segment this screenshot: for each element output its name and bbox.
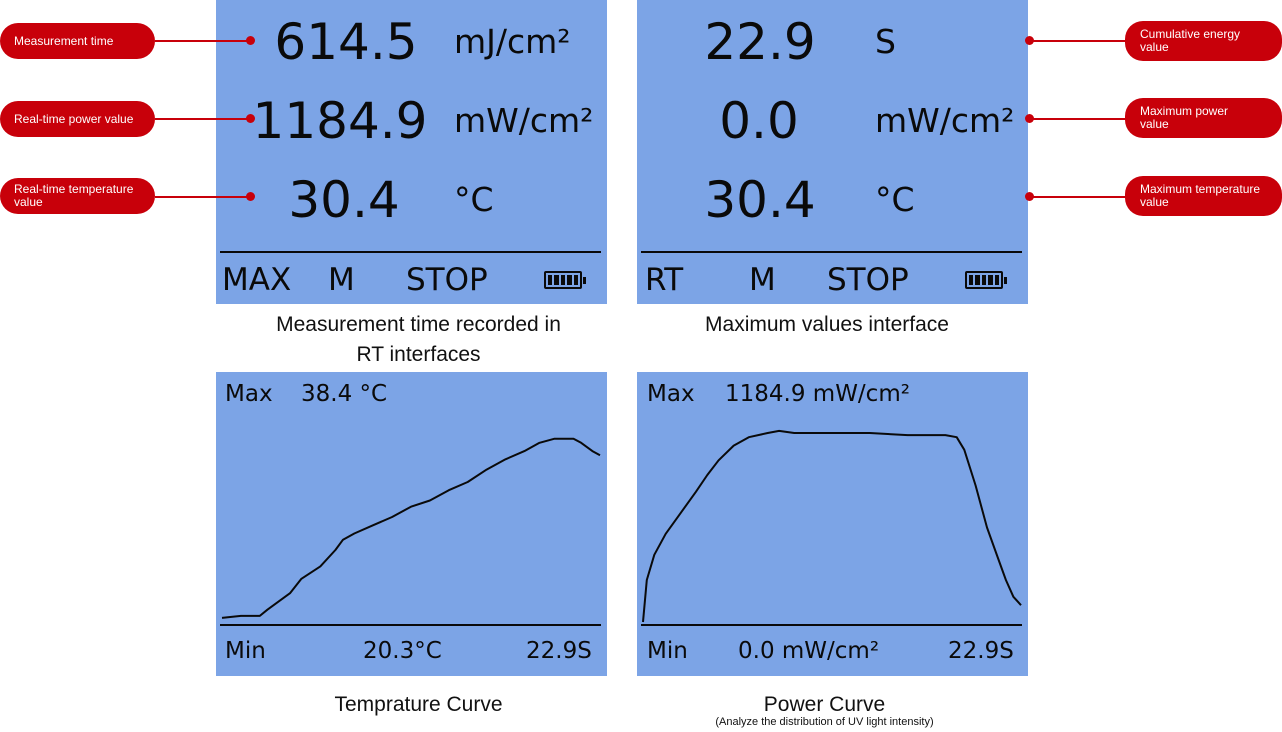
- callout-connector: [155, 196, 249, 198]
- power-curve-line: [642, 429, 1022, 623]
- callout-realtime-temp-line1: Real-time temperature: [14, 182, 134, 196]
- power-time: 22.9S: [948, 638, 1014, 664]
- callout-dot: [1025, 36, 1034, 45]
- temperature-curve: [221, 437, 601, 619]
- realtime-power-value: 1184.9: [252, 92, 428, 150]
- battery-full-icon: [544, 271, 586, 289]
- callout-max-power-line1: Maximum power: [1140, 104, 1229, 118]
- power-max-value: 1184.9 mW/cm²: [725, 381, 910, 407]
- temp-max-label: Max: [225, 381, 273, 407]
- callout-max-power: Maximum power value: [1125, 98, 1282, 138]
- divider: [641, 251, 1022, 253]
- temp-min-label: Min: [225, 638, 266, 664]
- callout-connector: [155, 40, 249, 42]
- max-caption: Maximum values interface: [705, 313, 949, 336]
- rt-screen: 614.5 mJ/cm² 1184.9 mW/cm² 30.4 °C MAX M…: [216, 0, 607, 304]
- status-m: M: [328, 262, 355, 298]
- battery-full-icon: [965, 271, 1007, 289]
- callout-dot: [1025, 192, 1034, 201]
- max-temp-unit: °C: [875, 180, 915, 219]
- power-caption: Power Curve: [763, 693, 886, 716]
- callout-realtime-power: Real-time power value: [0, 101, 155, 137]
- callout-max-temp-line2: value: [1140, 195, 1169, 209]
- callout-dot: [1025, 114, 1034, 123]
- power-max-label: Max: [647, 381, 695, 407]
- temp-caption: Temprature Curve: [334, 693, 503, 716]
- status-m: M: [749, 262, 776, 298]
- max-power-value: 0.0: [719, 92, 799, 150]
- callout-dot: [246, 114, 255, 123]
- rt-caption: Measurement time recorded in RT interfac…: [216, 310, 621, 370]
- realtime-temp-unit: °C: [454, 180, 494, 219]
- callout-cumulative-line2: value: [1140, 40, 1169, 54]
- callout-measurement-time-label: Measurement time: [14, 33, 114, 48]
- realtime-power-unit: mW/cm²: [454, 101, 594, 140]
- callout-connector: [1030, 118, 1125, 120]
- cumulative-energy-unit: S: [875, 22, 896, 61]
- status-stop: STOP: [406, 262, 488, 298]
- divider: [220, 624, 601, 626]
- measurement-time-value: 614.5: [274, 13, 418, 71]
- callout-connector: [1030, 196, 1125, 198]
- divider: [641, 624, 1022, 626]
- temp-min-value: 20.3°C: [363, 638, 442, 664]
- max-screen: 22.9 S 0.0 mW/cm² 30.4 °C RT M STOP: [637, 0, 1028, 304]
- realtime-temp-value: 30.4: [288, 171, 400, 229]
- status-stop: STOP: [827, 262, 909, 298]
- callout-dot: [246, 36, 255, 45]
- callout-max-temp-line1: Maximum temperature: [1140, 182, 1261, 196]
- power-min-value: 0.0 mW/cm²: [738, 638, 880, 664]
- power-curve: [642, 429, 1022, 623]
- callout-realtime-power-label: Real-time power value: [14, 111, 134, 126]
- status-max: MAX: [222, 262, 292, 298]
- power-min-label: Min: [647, 638, 688, 664]
- temperature-curve-line: [221, 437, 601, 619]
- callout-max-power-line2: value: [1140, 117, 1169, 131]
- callout-measurement-time: Measurement time: [0, 23, 155, 59]
- callout-connector: [1030, 40, 1125, 42]
- measurement-time-unit: mJ/cm²: [454, 22, 571, 61]
- temp-time: 22.9S: [526, 638, 592, 664]
- cumulative-energy-value: 22.9: [704, 13, 816, 71]
- rt-caption-line1: Measurement time recorded in: [276, 313, 561, 336]
- temp-max-value: 38.4 °C: [301, 381, 388, 407]
- status-rt: RT: [645, 262, 684, 298]
- max-temp-value: 30.4: [704, 171, 816, 229]
- rt-caption-line2: RT interfaces: [356, 343, 481, 366]
- callout-dot: [246, 192, 255, 201]
- callout-connector: [155, 118, 249, 120]
- callout-cumulative-line1: Cumulative energy: [1140, 27, 1241, 41]
- callout-cumulative-energy: Cumulative energy value: [1125, 21, 1282, 61]
- callout-max-temp: Maximum temperature value: [1125, 176, 1282, 216]
- divider: [220, 251, 601, 253]
- callout-realtime-temp-line2: value: [14, 195, 43, 209]
- power-curve-screen: Max 1184.9 mW/cm² Min 0.0 mW/cm² 22.9S: [637, 372, 1028, 676]
- max-power-unit: mW/cm²: [875, 101, 1015, 140]
- temperature-curve-screen: Max 38.4 °C Min 20.3°C 22.9S: [216, 372, 607, 676]
- callout-realtime-temp: Real-time temperature value: [0, 178, 155, 214]
- power-subcaption: (Analyze the distribution of UV light in…: [715, 716, 934, 728]
